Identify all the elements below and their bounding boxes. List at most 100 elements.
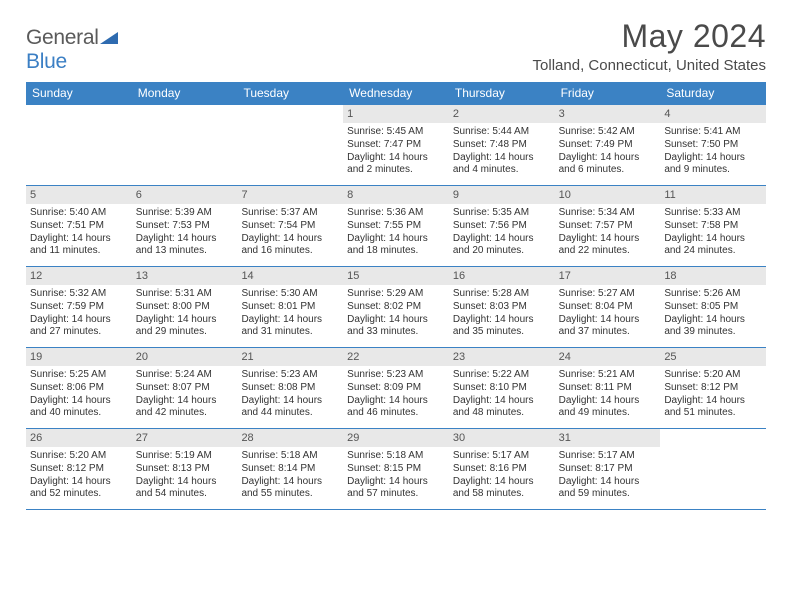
day-number: 25 — [660, 348, 766, 366]
day-number: 29 — [343, 429, 449, 447]
day-cell: 2Sunrise: 5:44 AMSunset: 7:48 PMDaylight… — [449, 105, 555, 185]
daylight-text: Daylight: 14 hours and 46 minutes. — [347, 395, 445, 421]
day-number: 30 — [449, 429, 555, 447]
daylight-text: Daylight: 14 hours and 58 minutes. — [453, 476, 551, 502]
sunrise-text: Sunrise: 5:44 AM — [453, 126, 551, 139]
sunset-text: Sunset: 7:53 PM — [136, 220, 234, 233]
daylight-text: Daylight: 14 hours and 59 minutes. — [559, 476, 657, 502]
day-cell — [237, 105, 343, 185]
week-row: 5Sunrise: 5:40 AMSunset: 7:51 PMDaylight… — [26, 186, 766, 267]
day-number: 9 — [449, 186, 555, 204]
sunrise-text: Sunrise: 5:45 AM — [347, 126, 445, 139]
sunrise-text: Sunrise: 5:24 AM — [136, 369, 234, 382]
sunset-text: Sunset: 7:59 PM — [30, 301, 128, 314]
day-number: 31 — [555, 429, 661, 447]
day-number: 3 — [555, 105, 661, 123]
sunrise-text: Sunrise: 5:25 AM — [30, 369, 128, 382]
daylight-text: Daylight: 14 hours and 55 minutes. — [241, 476, 339, 502]
daylight-text: Daylight: 14 hours and 4 minutes. — [453, 152, 551, 178]
day-number: 2 — [449, 105, 555, 123]
day-cell: 24Sunrise: 5:21 AMSunset: 8:11 PMDayligh… — [555, 348, 661, 428]
sunrise-text: Sunrise: 5:35 AM — [453, 207, 551, 220]
week-row: 12Sunrise: 5:32 AMSunset: 7:59 PMDayligh… — [26, 267, 766, 348]
day-number: 5 — [26, 186, 132, 204]
sunrise-text: Sunrise: 5:32 AM — [30, 288, 128, 301]
day-number: 19 — [26, 348, 132, 366]
daylight-text: Daylight: 14 hours and 31 minutes. — [241, 314, 339, 340]
daylight-text: Daylight: 14 hours and 20 minutes. — [453, 233, 551, 259]
day-number: 15 — [343, 267, 449, 285]
daylight-text: Daylight: 14 hours and 16 minutes. — [241, 233, 339, 259]
title-block: May 2024 Tolland, Connecticut, United St… — [533, 18, 766, 74]
daylight-text: Daylight: 14 hours and 13 minutes. — [136, 233, 234, 259]
daylight-text: Daylight: 14 hours and 48 minutes. — [453, 395, 551, 421]
day-cell: 23Sunrise: 5:22 AMSunset: 8:10 PMDayligh… — [449, 348, 555, 428]
sunset-text: Sunset: 7:49 PM — [559, 139, 657, 152]
day-cell: 4Sunrise: 5:41 AMSunset: 7:50 PMDaylight… — [660, 105, 766, 185]
day-cell: 31 Sunrise: 5:17 AMSunset: 8:17 PMDayligh… — [555, 429, 661, 509]
sunrise-text: Sunrise: 5:33 AM — [664, 207, 762, 220]
daylight-text: Daylight: 14 hours and 11 minutes. — [30, 233, 128, 259]
sunset-text: Sunset: 7:54 PM — [241, 220, 339, 233]
logo-text: GeneralBlue — [26, 26, 118, 74]
sunrise-text: Sunrise: 5:34 AM — [559, 207, 657, 220]
dow-cell: Wednesday — [343, 82, 449, 105]
day-cell: 15Sunrise: 5:29 AMSunset: 8:02 PMDayligh… — [343, 267, 449, 347]
daylight-text: Daylight: 14 hours and 9 minutes. — [664, 152, 762, 178]
day-cell: 9 Sunrise: 5:35 AMSunset: 7:56 PMDaylight… — [449, 186, 555, 266]
day-number: 28 — [237, 429, 343, 447]
sunrise-text: Sunrise: 5:19 AM — [136, 450, 234, 463]
sunset-text: Sunset: 7:51 PM — [30, 220, 128, 233]
day-number: 17 — [555, 267, 661, 285]
sunrise-text: Sunrise: 5:29 AM — [347, 288, 445, 301]
daylight-text: Daylight: 14 hours and 24 minutes. — [664, 233, 762, 259]
calendar-page: GeneralBlue May 2024 Tolland, Connecticu… — [0, 0, 792, 530]
sunset-text: Sunset: 7:58 PM — [664, 220, 762, 233]
day-cell — [132, 105, 238, 185]
logo-text-blue: Blue — [26, 50, 67, 73]
daylight-text: Daylight: 14 hours and 51 minutes. — [664, 395, 762, 421]
sunrise-text: Sunrise: 5:27 AM — [559, 288, 657, 301]
sunrise-text: Sunrise: 5:26 AM — [664, 288, 762, 301]
sunset-text: Sunset: 8:17 PM — [559, 463, 657, 476]
days-of-week-row: SundayMondayTuesdayWednesdayThursdayFrid… — [26, 82, 766, 105]
week-row: 19Sunrise: 5:25 AMSunset: 8:06 PMDayligh… — [26, 348, 766, 429]
sunset-text: Sunset: 8:01 PM — [241, 301, 339, 314]
daylight-text: Daylight: 14 hours and 27 minutes. — [30, 314, 128, 340]
daylight-text: Daylight: 14 hours and 54 minutes. — [136, 476, 234, 502]
day-cell: 17Sunrise: 5:27 AMSunset: 8:04 PMDayligh… — [555, 267, 661, 347]
sunrise-text: Sunrise: 5:20 AM — [664, 369, 762, 382]
sunset-text: Sunset: 8:12 PM — [30, 463, 128, 476]
day-cell: 11Sunrise: 5:33 AMSunset: 7:58 PMDayligh… — [660, 186, 766, 266]
sunrise-text: Sunrise: 5:36 AM — [347, 207, 445, 220]
day-number: 20 — [132, 348, 238, 366]
day-cell: 7Sunrise: 5:37 AMSunset: 7:54 PMDaylight… — [237, 186, 343, 266]
logo-text-general: General — [26, 26, 99, 49]
logo-triangle-icon — [100, 30, 118, 44]
day-cell: 10Sunrise: 5:34 AMSunset: 7:57 PMDayligh… — [555, 186, 661, 266]
day-number: 22 — [343, 348, 449, 366]
sunrise-text: Sunrise: 5:39 AM — [136, 207, 234, 220]
sunrise-text: Sunrise: 5:41 AM — [664, 126, 762, 139]
day-number: 21 — [237, 348, 343, 366]
dow-cell: Sunday — [26, 82, 132, 105]
sunrise-text: Sunrise: 5:30 AM — [241, 288, 339, 301]
sunset-text: Sunset: 7:56 PM — [453, 220, 551, 233]
logo: GeneralBlue — [26, 18, 118, 74]
sunset-text: Sunset: 8:11 PM — [559, 382, 657, 395]
sunrise-text: Sunrise: 5:23 AM — [347, 369, 445, 382]
dow-cell: Saturday — [660, 82, 766, 105]
day-cell: 18Sunrise: 5:26 AMSunset: 8:05 PMDayligh… — [660, 267, 766, 347]
day-cell: 13Sunrise: 5:31 AMSunset: 8:00 PMDayligh… — [132, 267, 238, 347]
daylight-text: Daylight: 14 hours and 37 minutes. — [559, 314, 657, 340]
day-number: 6 — [132, 186, 238, 204]
day-number: 1 — [343, 105, 449, 123]
month-title: May 2024 — [533, 18, 766, 55]
day-cell: 28Sunrise: 5:18 AMSunset: 8:14 PMDayligh… — [237, 429, 343, 509]
day-number: 10 — [555, 186, 661, 204]
sunrise-text: Sunrise: 5:17 AM — [559, 450, 657, 463]
sunrise-text: Sunrise: 5:21 AM — [559, 369, 657, 382]
dow-cell: Friday — [555, 82, 661, 105]
sunrise-text: Sunrise: 5:28 AM — [453, 288, 551, 301]
day-cell: 1Sunrise: 5:45 AMSunset: 7:47 PMDaylight… — [343, 105, 449, 185]
